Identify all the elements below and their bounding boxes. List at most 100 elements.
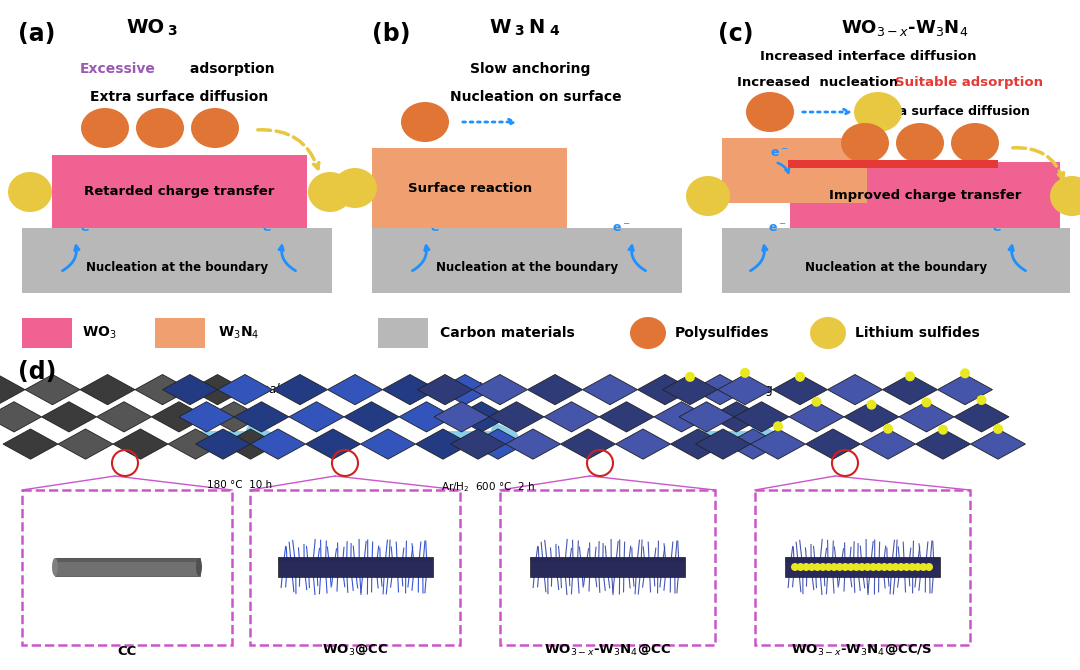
Polygon shape bbox=[206, 402, 261, 432]
Text: (a): (a) bbox=[18, 22, 55, 46]
Bar bbox=[530, 557, 685, 562]
Ellipse shape bbox=[791, 563, 799, 571]
Polygon shape bbox=[717, 375, 772, 405]
Bar bbox=[530, 557, 685, 577]
Ellipse shape bbox=[924, 563, 933, 571]
Text: Carbon materials: Carbon materials bbox=[440, 326, 575, 340]
Polygon shape bbox=[162, 375, 217, 405]
Ellipse shape bbox=[976, 395, 986, 405]
Text: W$_3$N$_4$: W$_3$N$_4$ bbox=[218, 325, 259, 341]
Polygon shape bbox=[327, 375, 382, 405]
Ellipse shape bbox=[795, 372, 805, 382]
Polygon shape bbox=[416, 429, 471, 459]
Polygon shape bbox=[671, 429, 726, 459]
Bar bbox=[55, 558, 200, 576]
Ellipse shape bbox=[1050, 176, 1080, 216]
Bar bbox=[156, 318, 205, 348]
Polygon shape bbox=[96, 402, 151, 432]
Ellipse shape bbox=[685, 372, 696, 382]
Text: e$^-$: e$^-$ bbox=[612, 222, 631, 235]
Bar bbox=[249, 490, 460, 645]
Polygon shape bbox=[190, 375, 245, 405]
Text: Nucleation at the boundary: Nucleation at the boundary bbox=[805, 261, 987, 275]
Ellipse shape bbox=[908, 563, 916, 571]
Polygon shape bbox=[561, 429, 616, 459]
Polygon shape bbox=[80, 375, 135, 405]
Ellipse shape bbox=[847, 563, 855, 571]
Polygon shape bbox=[306, 429, 361, 459]
Text: Increased  nucleation: Increased nucleation bbox=[737, 76, 899, 89]
Ellipse shape bbox=[896, 123, 944, 163]
Polygon shape bbox=[751, 429, 806, 459]
Ellipse shape bbox=[8, 172, 52, 212]
Polygon shape bbox=[418, 375, 473, 405]
Text: (b): (b) bbox=[372, 22, 410, 46]
Polygon shape bbox=[437, 375, 492, 405]
Bar bbox=[378, 318, 428, 348]
Ellipse shape bbox=[852, 563, 861, 571]
Ellipse shape bbox=[813, 563, 821, 571]
Polygon shape bbox=[489, 402, 544, 432]
Polygon shape bbox=[234, 402, 289, 432]
Polygon shape bbox=[471, 429, 526, 459]
Polygon shape bbox=[726, 429, 781, 459]
Polygon shape bbox=[616, 429, 671, 459]
Polygon shape bbox=[806, 429, 861, 459]
Text: e$^-$: e$^-$ bbox=[768, 222, 786, 235]
Ellipse shape bbox=[191, 108, 239, 148]
Polygon shape bbox=[3, 429, 58, 459]
Text: Nucleation at the boundary: Nucleation at the boundary bbox=[86, 261, 268, 275]
Text: S loading: S loading bbox=[717, 383, 772, 396]
Ellipse shape bbox=[630, 317, 666, 349]
Polygon shape bbox=[527, 375, 582, 405]
Text: Suitable adsorption: Suitable adsorption bbox=[895, 76, 1043, 89]
Text: Nucleation at the boundary: Nucleation at the boundary bbox=[436, 261, 618, 275]
Polygon shape bbox=[827, 375, 882, 405]
Text: N: N bbox=[528, 18, 544, 37]
Bar bbox=[278, 557, 433, 562]
Ellipse shape bbox=[951, 123, 999, 163]
Polygon shape bbox=[637, 375, 692, 405]
Text: Extra surface diffusion: Extra surface diffusion bbox=[90, 90, 268, 104]
Text: WO$_3$: WO$_3$ bbox=[82, 325, 117, 341]
Polygon shape bbox=[582, 375, 637, 405]
Bar bbox=[500, 490, 715, 645]
Polygon shape bbox=[708, 402, 764, 432]
Text: WO$_{3-x}$-W$_3$N$_4$@CC/S: WO$_{3-x}$-W$_3$N$_4$@CC/S bbox=[792, 643, 933, 658]
Ellipse shape bbox=[308, 172, 352, 212]
Polygon shape bbox=[654, 402, 708, 432]
Polygon shape bbox=[399, 402, 454, 432]
Polygon shape bbox=[222, 429, 278, 459]
Ellipse shape bbox=[880, 563, 889, 571]
Ellipse shape bbox=[841, 123, 889, 163]
Ellipse shape bbox=[797, 563, 805, 571]
Polygon shape bbox=[168, 429, 222, 459]
Ellipse shape bbox=[802, 563, 810, 571]
Polygon shape bbox=[58, 429, 113, 459]
Text: Ar/H$_2$  600 °C  2 h: Ar/H$_2$ 600 °C 2 h bbox=[441, 480, 535, 494]
Bar bbox=[22, 228, 332, 293]
Polygon shape bbox=[217, 375, 272, 405]
Text: Lithium sulfides: Lithium sulfides bbox=[855, 326, 980, 340]
Ellipse shape bbox=[914, 563, 922, 571]
Text: Surface reaction: Surface reaction bbox=[408, 182, 532, 194]
Polygon shape bbox=[696, 429, 751, 459]
Text: Nucleation on surface: Nucleation on surface bbox=[450, 90, 622, 104]
Polygon shape bbox=[251, 429, 306, 459]
Ellipse shape bbox=[897, 563, 905, 571]
Polygon shape bbox=[954, 402, 1009, 432]
Polygon shape bbox=[505, 429, 561, 459]
Text: W: W bbox=[489, 18, 511, 37]
Ellipse shape bbox=[866, 400, 877, 409]
Bar bbox=[372, 148, 567, 228]
Polygon shape bbox=[861, 429, 916, 459]
Bar bbox=[789, 162, 1059, 228]
Ellipse shape bbox=[905, 371, 915, 381]
Ellipse shape bbox=[864, 563, 872, 571]
Ellipse shape bbox=[686, 176, 730, 216]
Polygon shape bbox=[345, 402, 399, 432]
Polygon shape bbox=[772, 375, 827, 405]
Ellipse shape bbox=[810, 317, 846, 349]
Text: (d): (d) bbox=[18, 360, 56, 384]
Ellipse shape bbox=[993, 424, 1003, 434]
